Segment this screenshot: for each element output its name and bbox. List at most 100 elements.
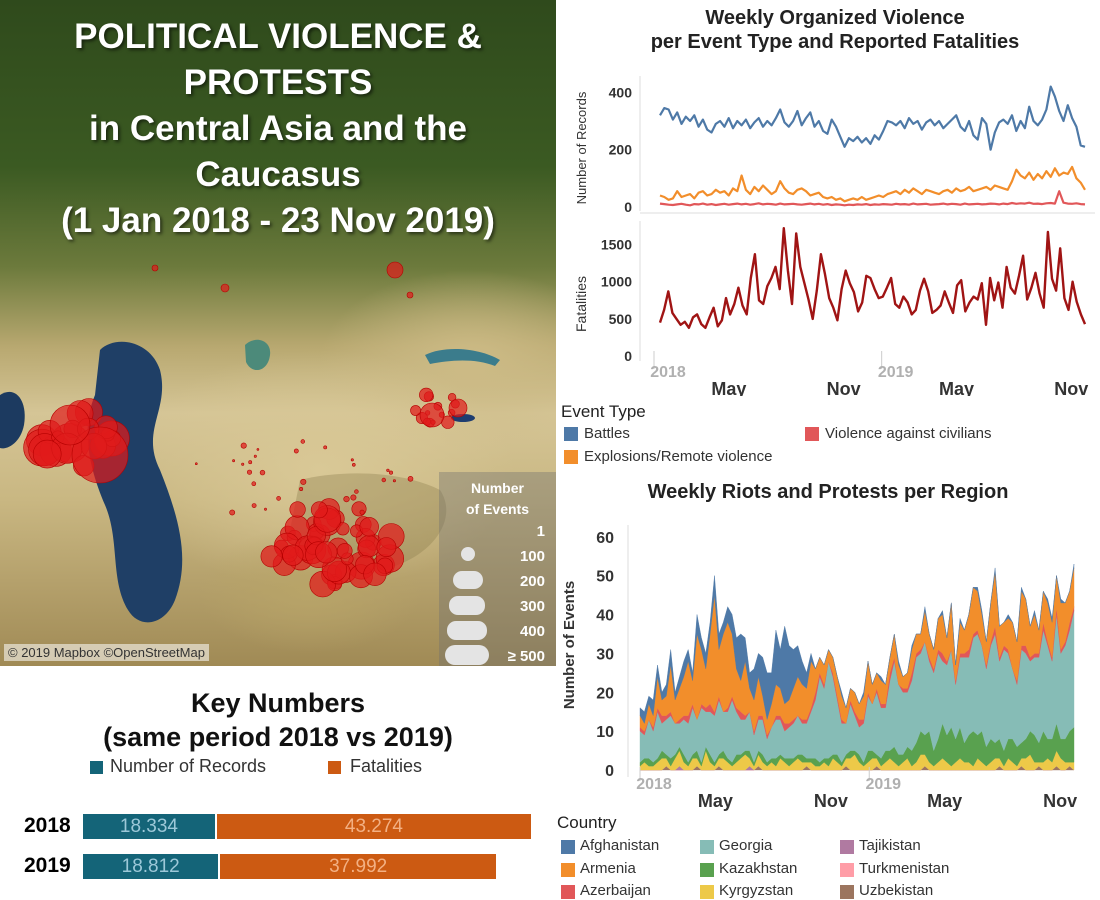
legend-label-georgia[interactable]: Georgia — [719, 837, 773, 854]
event-bubble[interactable] — [248, 460, 253, 465]
x-tick-label: May — [939, 379, 974, 396]
violence-chart-title: Weekly Organized Violence per Event Type… — [650, 7, 1020, 53]
fatalities-y-tick: 0 — [624, 348, 632, 364]
event-bubble[interactable] — [407, 475, 414, 482]
x-tick-label: May — [698, 791, 733, 811]
legend-label-tajikistan[interactable]: Tajikistan — [859, 837, 921, 854]
event-bubble[interactable] — [293, 448, 299, 454]
event-bubble[interactable] — [195, 462, 198, 466]
event-bubble[interactable] — [299, 486, 304, 491]
event-bubble[interactable] — [229, 509, 236, 516]
legend-label-fatalities: Fatalities — [350, 756, 423, 776]
event-bubble[interactable] — [315, 541, 338, 564]
event-bubble[interactable] — [260, 545, 283, 568]
size-legend-label: 200 — [519, 573, 545, 590]
event-bubble[interactable] — [256, 448, 260, 451]
event-bubble[interactable] — [276, 496, 281, 501]
event-bubble[interactable] — [359, 509, 365, 515]
event-bubble[interactable] — [354, 489, 359, 494]
size-legend-swatch — [449, 596, 485, 615]
riots-y-tick: 30 — [596, 646, 614, 663]
event-bubble[interactable] — [386, 261, 404, 279]
event-bubble[interactable] — [300, 478, 307, 485]
event-bubble[interactable] — [406, 291, 414, 299]
area-afghanistan[interactable] — [639, 563, 1075, 724]
bar-fatalities[interactable]: 43.274 — [216, 814, 531, 839]
event-bubble[interactable] — [220, 283, 230, 293]
riots-chart[interactable]: Number of Events 0 10 20 30 40 50 60 2018 May Nov… — [556, 515, 1100, 813]
map-panel[interactable]: POLITICAL VIOLENCE & PROTESTS in Central… — [0, 0, 556, 666]
event-bubble[interactable] — [49, 404, 91, 446]
event-bubble[interactable] — [240, 442, 247, 449]
event-bubble[interactable] — [386, 468, 390, 472]
event-bubble[interactable] — [282, 544, 304, 566]
event-bubble[interactable] — [388, 470, 393, 475]
riots-y-tick: 60 — [596, 530, 614, 547]
records-y-tick: 400 — [609, 84, 633, 100]
event-bubble[interactable] — [350, 494, 357, 501]
event-bubble[interactable] — [343, 496, 350, 503]
event-bubble[interactable] — [419, 387, 434, 403]
legend-label-kazakhstan[interactable]: Kazakhstan — [719, 860, 798, 877]
legend-label-battles[interactable]: Battles — [584, 425, 630, 442]
event-bubble[interactable] — [300, 439, 305, 444]
event-bubble[interactable] — [232, 459, 236, 463]
records-y-tick: 200 — [609, 142, 633, 158]
event-bubble[interactable] — [251, 481, 257, 487]
legend-swatch-azerbaijan — [561, 885, 575, 899]
legend-swatch-fatalities — [328, 761, 341, 774]
size-legend: Number of Events 1 100 200 300 400 ≥ 500 — [439, 472, 556, 666]
event-bubble[interactable] — [336, 543, 353, 559]
event-bubble[interactable] — [247, 469, 253, 475]
event-bubble[interactable] — [392, 479, 396, 483]
event-bubble[interactable] — [359, 517, 379, 537]
bar-records[interactable]: 18.334 — [83, 814, 215, 839]
black-sea — [0, 391, 25, 449]
event-bubble[interactable] — [264, 507, 267, 511]
legend-label-violence-civilians[interactable]: Violence against civilians — [825, 425, 992, 442]
event-bubble[interactable] — [151, 264, 159, 272]
legend-label-kyrgyzstan[interactable]: Kyrgyzstan — [719, 882, 794, 899]
event-bubble[interactable] — [253, 454, 257, 458]
event-bubble[interactable] — [351, 501, 367, 517]
event-bubble[interactable] — [351, 462, 356, 467]
riots-y-tick: 50 — [596, 569, 614, 586]
x-tick-label: Nov — [1054, 379, 1088, 396]
legend-label-records: Number of Records — [110, 756, 267, 776]
event-bubble[interactable] — [289, 501, 306, 518]
line-fatalities[interactable] — [658, 227, 1087, 329]
event-bubble[interactable] — [259, 469, 266, 476]
event-bubble[interactable] — [241, 462, 245, 466]
event-bubble[interactable] — [323, 445, 328, 450]
bar-fatalities[interactable]: 37.992 — [220, 854, 496, 879]
bar-records[interactable]: 18.812 — [83, 854, 219, 879]
legend-swatch-tajikistan — [840, 840, 854, 854]
event-bubble[interactable] — [363, 562, 387, 586]
event-bubble[interactable] — [32, 439, 62, 469]
line-violence-against-civilians[interactable] — [659, 190, 1086, 207]
event-bubble[interactable] — [310, 501, 328, 519]
event-bubble[interactable] — [376, 537, 397, 558]
legend-label-explosions[interactable]: Explosions/Remote violence — [584, 448, 773, 465]
legend-label-armenia[interactable]: Armenia — [580, 860, 636, 877]
event-bubble[interactable] — [448, 398, 468, 418]
x-tick-label: 2018 — [650, 364, 686, 381]
line-battles[interactable] — [659, 85, 1086, 151]
map-credit[interactable]: © 2019 Mapbox ©OpenStreetMap — [4, 644, 209, 661]
riots-y-tick: 10 — [596, 724, 614, 741]
line-explosions-remote-violence[interactable] — [659, 165, 1086, 203]
event-bubble[interactable] — [71, 426, 129, 484]
riots-y-tick: 0 — [605, 763, 614, 780]
legend-label-uzbekistan[interactable]: Uzbekistan — [859, 882, 934, 899]
size-legend-title: Number of Events — [465, 480, 529, 517]
legend-label-azerbaijan[interactable]: Azerbaijan — [580, 882, 651, 899]
violence-chart[interactable]: Number of Records Fatalities 0 200 400 0 500… — [556, 56, 1100, 396]
event-bubble[interactable] — [350, 458, 354, 462]
event-bubble[interactable] — [381, 477, 386, 483]
event-bubble[interactable] — [419, 402, 445, 428]
event-bubble[interactable] — [251, 503, 257, 508]
legend-label-afghanistan[interactable]: Afghanistan — [580, 837, 660, 854]
event-bubble[interactable] — [410, 405, 421, 416]
legend-label-turkmenistan[interactable]: Turkmenistan — [859, 860, 950, 877]
event-bubble[interactable] — [357, 535, 380, 558]
